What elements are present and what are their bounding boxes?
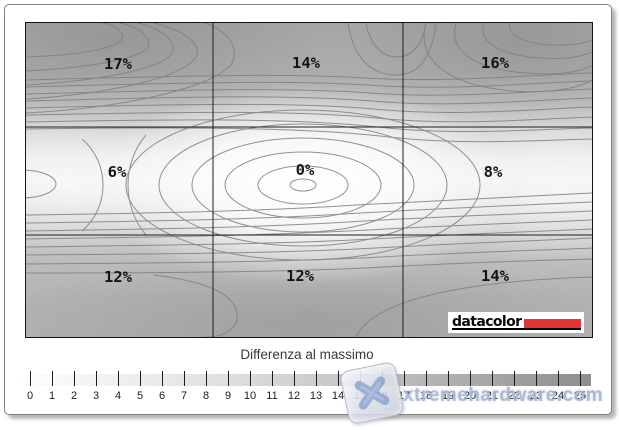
tick-mark xyxy=(404,371,405,386)
tick-label: 14 xyxy=(331,390,345,402)
zone-label-bottom-center: 12% xyxy=(286,267,315,285)
tick-mark xyxy=(338,371,339,386)
tick-mark xyxy=(492,371,493,386)
contour-plot: 17% 14% 16% 6% 0% 8% 12% 12% 14% xyxy=(25,22,593,338)
zone-label-middle-right: 8% xyxy=(484,163,503,181)
tick-mark xyxy=(536,371,537,386)
tick-label: 22 xyxy=(507,390,521,402)
tick-mark xyxy=(316,371,317,386)
colorbar-title: Differenza al massimo xyxy=(240,347,374,362)
datacolor-red-bar xyxy=(524,319,581,328)
tick-label: 20 xyxy=(463,390,477,402)
tick-label: 7 xyxy=(180,390,188,402)
tick-mark xyxy=(118,371,119,386)
tick-label: 15 xyxy=(353,390,367,402)
tick-label: 2 xyxy=(70,390,78,402)
zone-label-middle-left: 6% xyxy=(108,163,127,181)
tick-mark xyxy=(184,371,185,386)
zone-label-bottom-left: 12% xyxy=(104,268,133,286)
tick-mark xyxy=(514,371,515,386)
tick-mark xyxy=(470,371,471,386)
tick-mark xyxy=(162,371,163,386)
colorbar-ticks: 0 1 2 3 4 5 6 7 8 9 10 11 12 13 xyxy=(26,371,586,405)
tick-label: 8 xyxy=(202,390,210,402)
zone-label-top-center: 14% xyxy=(292,54,321,72)
tick-label: 9 xyxy=(224,390,232,402)
tick-label: 6 xyxy=(158,390,166,402)
tick-mark xyxy=(294,371,295,386)
tick-mark xyxy=(558,371,559,386)
tick-mark xyxy=(580,371,581,386)
tick-label: 1 xyxy=(48,390,56,402)
tick-mark xyxy=(140,371,141,386)
datacolor-logo: datacolor xyxy=(448,312,584,333)
measurement-grid-lines xyxy=(26,23,592,337)
datacolor-logo-text: datacolor xyxy=(452,314,522,330)
tick-label: 5 xyxy=(136,390,144,402)
tick-label: 24 xyxy=(551,390,565,402)
tick-mark xyxy=(30,371,31,386)
tick-mark xyxy=(360,371,361,386)
datacolor-logo-inner: datacolor xyxy=(452,314,581,330)
tick-mark xyxy=(382,371,383,386)
zone-labels: 17% 14% 16% 6% 0% 8% 12% 12% 14% xyxy=(104,54,510,286)
zone-label-top-right: 16% xyxy=(481,54,510,72)
tick-label: 12 xyxy=(287,390,301,402)
tick-mark xyxy=(228,371,229,386)
zone-label-center: 0% xyxy=(296,161,315,179)
tick-label: 11 xyxy=(266,390,278,402)
tick-label: 25 xyxy=(573,390,587,402)
tick-label: 4 xyxy=(114,390,122,402)
tick-mark xyxy=(272,371,273,386)
tick-label: 13 xyxy=(309,390,323,402)
tick-label: 18 xyxy=(419,390,433,402)
colorbar-gradient-strip xyxy=(23,374,591,386)
tick-label: 21 xyxy=(485,390,499,402)
tick-mark xyxy=(74,371,75,386)
zone-label-top-left: 17% xyxy=(104,55,133,73)
tick-label: 10 xyxy=(243,390,257,402)
tick-label: 19 xyxy=(441,390,455,402)
tick-label: 23 xyxy=(529,390,543,402)
tick-mark xyxy=(426,371,427,386)
tick-mark xyxy=(96,371,97,386)
zone-label-bottom-right: 14% xyxy=(481,267,510,285)
contour-plot-canvas: 17% 14% 16% 6% 0% 8% 12% 12% 14% xyxy=(26,23,592,337)
tick-mark xyxy=(52,371,53,386)
contour-lines xyxy=(26,23,592,337)
tick-label: 16 xyxy=(375,390,389,402)
tick-mark xyxy=(206,371,207,386)
tick-mark xyxy=(250,371,251,386)
tick-label: 0 xyxy=(26,390,34,402)
tick-mark xyxy=(448,371,449,386)
tick-label: 17 xyxy=(397,390,411,402)
tick-label: 3 xyxy=(92,390,100,402)
